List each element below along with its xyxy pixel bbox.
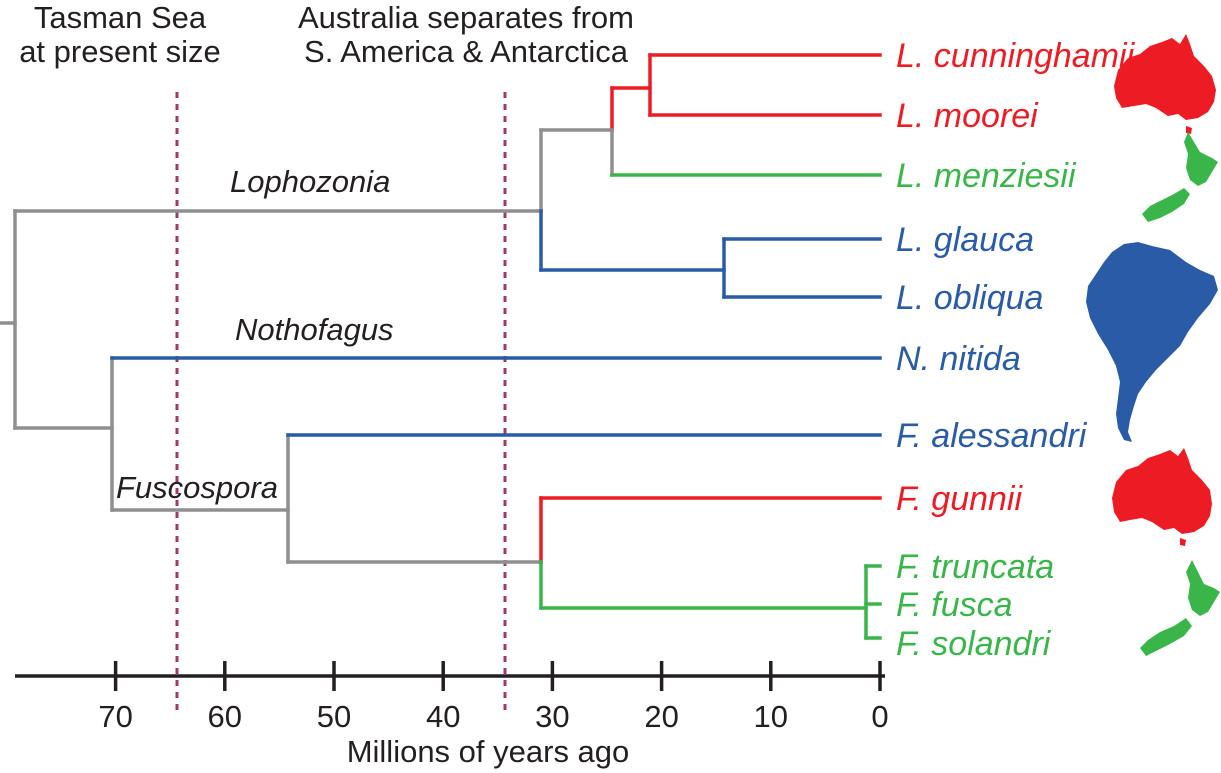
australia-map-lower	[1112, 448, 1212, 546]
event-australia-line2: S. America & Antarctica	[304, 34, 629, 69]
axis-tick-label: 60	[208, 699, 242, 734]
taxon-n-nitida: N. nitida	[896, 340, 1021, 378]
taxon-f-solandri: F. solandri	[896, 625, 1052, 663]
axis-tick-label: 0	[871, 699, 888, 734]
clade-label-nothofagus: Nothofagus	[235, 312, 394, 347]
phylogenetic-tree	[0, 53, 882, 640]
south-america-map	[1086, 242, 1218, 442]
taxon-f-gunnii: F. gunnii	[896, 480, 1023, 518]
axis-tick-label: 50	[317, 699, 351, 734]
taxon-f-fusca: F. fusca	[896, 586, 1013, 624]
clade-label-lophozonia: Lophozonia	[230, 164, 390, 199]
axis-tick-label: 30	[535, 699, 569, 734]
axis-tick-label: 70	[98, 699, 132, 734]
new-zealand-map-upper	[1142, 132, 1218, 222]
event-australia-separates: Australia separates from S. America & An…	[298, 0, 634, 712]
taxon-l-menziesii: L. menziesii	[896, 157, 1077, 195]
clade-label-fuscospora: Fuscospora	[116, 470, 278, 505]
axis-tick-label: 20	[644, 699, 678, 734]
event-tasman-line2: at present size	[19, 34, 221, 69]
taxon-l-glauca: L. glauca	[896, 221, 1034, 259]
axis-tick-label: 40	[426, 699, 460, 734]
taxon-labels: L. cunninghamii L. moorei L. menziesii L…	[896, 37, 1136, 663]
taxon-f-truncata: F. truncata	[896, 548, 1054, 586]
time-axis: 70 60 50 40 30 20 10 0 Millions of years ago	[15, 661, 889, 769]
event-tasman-line1: Tasman Sea	[34, 0, 207, 35]
event-australia-line1: Australia separates from	[298, 0, 634, 35]
new-zealand-map-lower	[1140, 560, 1220, 656]
taxon-l-obliqua: L. obliqua	[896, 279, 1043, 317]
taxon-l-cunninghamii: L. cunninghamii	[896, 37, 1136, 75]
event-tasman-sea: Tasman Sea at present size	[19, 0, 221, 712]
taxon-f-alessandri: F. alessandri	[896, 417, 1088, 455]
axis-ticks: 70 60 50 40 30 20 10 0	[98, 661, 889, 734]
axis-tick-label: 10	[754, 699, 788, 734]
taxon-l-moorei: L. moorei	[896, 97, 1039, 135]
axis-title: Millions of years ago	[347, 734, 630, 769]
australia-map-upper	[1114, 34, 1216, 134]
